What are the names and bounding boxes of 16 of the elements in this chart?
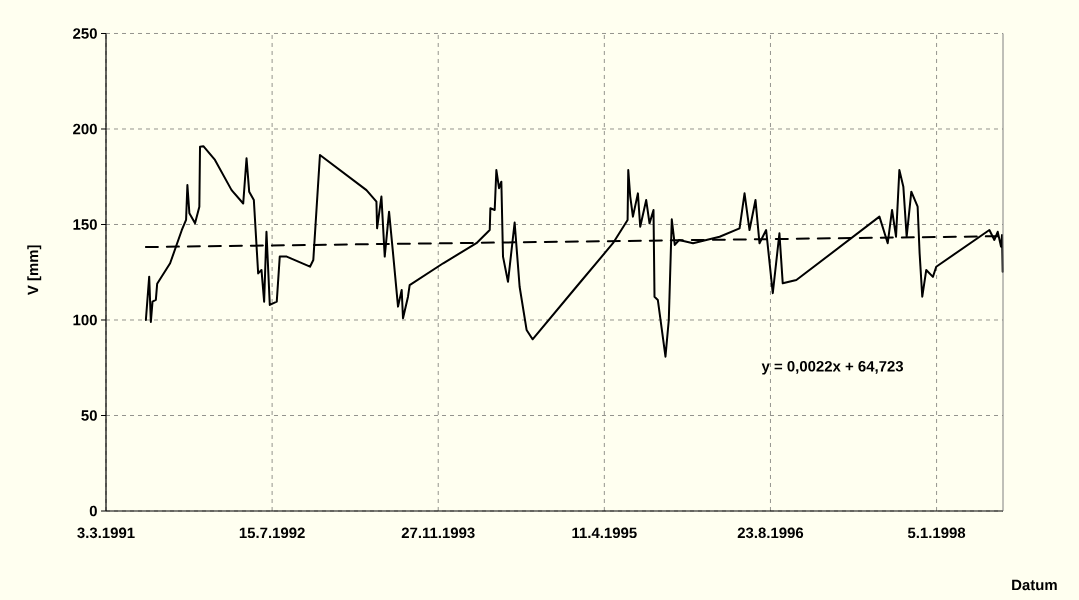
x-tick-label: 15.7.1992	[239, 527, 305, 539]
x-tick-label: 23.8.1996	[737, 527, 804, 539]
y-tick-label: 100	[73, 314, 97, 326]
y-tick-label: 150	[73, 219, 97, 230]
y-tick-label: 200	[73, 123, 97, 135]
x-tick-label: 27.11.1993	[401, 527, 475, 539]
y-axis-title: V [mm]	[27, 245, 42, 296]
x-tick-label: 3.3.1991	[77, 527, 135, 539]
annotation: y = 0,0022x + 64,723	[761, 360, 904, 375]
x-tick-label: 5.1.1998	[907, 527, 966, 539]
y-tick-label: 250	[73, 28, 97, 39]
x-tick-label: 11.4.1995	[572, 527, 637, 539]
y-tick-label: 0	[89, 505, 97, 517]
line-series	[144, 145, 1004, 358]
x-axis-title: Datum	[1012, 579, 1057, 591]
y-tick-label: 50	[81, 410, 97, 421]
